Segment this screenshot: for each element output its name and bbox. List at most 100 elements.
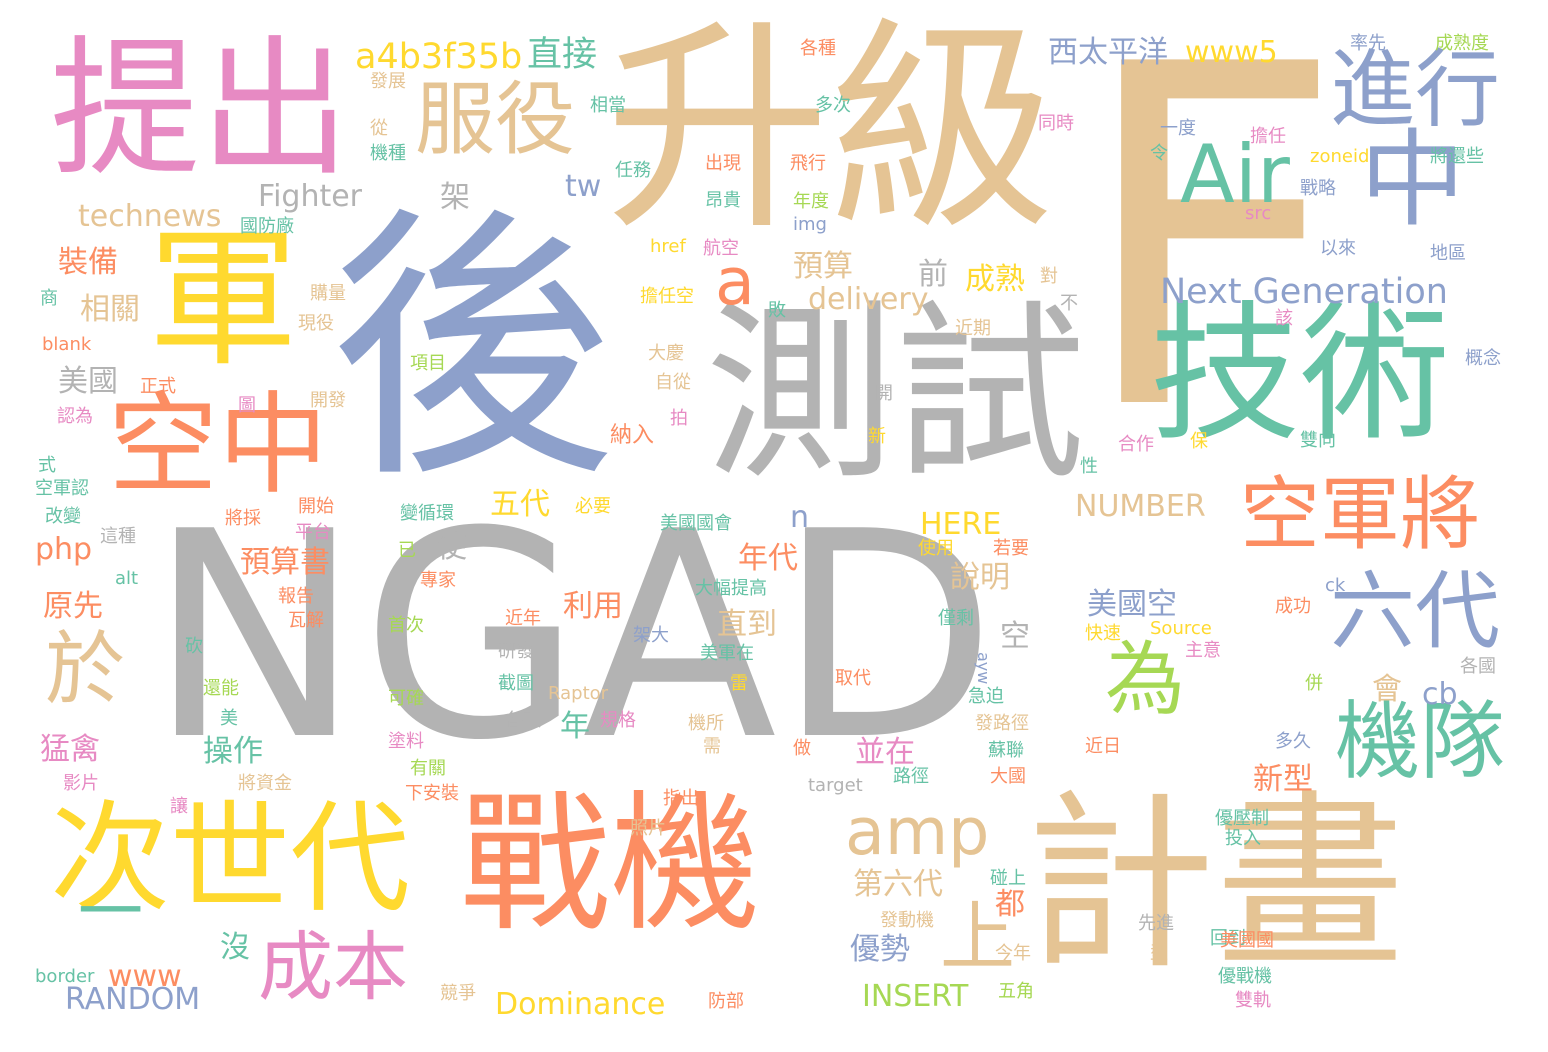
cloud-word: 平台 <box>295 522 331 543</box>
cloud-word: 戰機 <box>460 778 761 952</box>
cloud-word: a4b3f35b <box>355 37 523 77</box>
cloud-word: 可確 <box>388 688 424 709</box>
cloud-word: 相關 <box>80 292 140 327</box>
cloud-word: 直到 <box>717 607 777 642</box>
cloud-word: amp <box>845 795 990 870</box>
cloud-word: 做 <box>793 738 811 759</box>
cloud-word: 利用 <box>563 589 623 624</box>
cloud-word: 多次 <box>815 95 851 116</box>
cloud-word: www5 <box>1185 35 1278 70</box>
cloud-word: 式 <box>38 455 56 476</box>
cloud-word: 僅剩 <box>938 608 974 629</box>
cloud-word: 令 <box>1150 143 1168 164</box>
cloud-word: 合作 <box>1118 434 1154 455</box>
cloud-word: 圖 <box>238 395 256 416</box>
cloud-word: Next Generation <box>1160 272 1448 312</box>
cloud-word: 雙軌 <box>1235 990 1271 1011</box>
cloud-word: 成熟 <box>965 262 1025 297</box>
cloud-word: 對 <box>1040 266 1058 287</box>
cloud-word: 一 <box>78 875 144 950</box>
cloud-word: ck <box>1325 575 1346 596</box>
cloud-word: 猛禽 <box>40 732 100 767</box>
cloud-word: src <box>1245 203 1272 224</box>
cloud-word: 年度 <box>793 191 829 212</box>
cloud-word: 空 <box>1000 619 1030 654</box>
cloud-word: 機隊 <box>1335 693 1506 792</box>
cloud-word: 大慶 <box>648 343 684 364</box>
cloud-word: 前 <box>918 257 948 292</box>
cloud-word: NUMBER <box>1075 489 1206 524</box>
cloud-word: 年 <box>560 709 590 744</box>
cloud-word: 成功 <box>1275 596 1311 617</box>
cloud-word: a <box>715 245 755 320</box>
cloud-word: 變循環 <box>400 503 454 524</box>
cloud-word: 原先 <box>43 589 103 624</box>
cloud-word: 上 <box>940 893 1016 981</box>
cloud-word: 西太平洋 <box>1048 35 1168 70</box>
cloud-word: 現役 <box>298 313 334 334</box>
cloud-word: 規格 <box>600 710 636 731</box>
cloud-word: 將還些 <box>1430 146 1484 167</box>
cloud-word: 改變 <box>45 506 81 527</box>
cloud-word: 預算書 <box>240 545 330 580</box>
cloud-word: 發路徑 <box>975 713 1029 734</box>
cloud-word: 戰略 <box>1300 178 1336 199</box>
cloud-word: 架大 <box>633 625 669 646</box>
cloud-word: 購量 <box>310 283 346 304</box>
cloud-word: 技術 <box>1150 288 1451 462</box>
cloud-word: 出現 <box>705 153 741 174</box>
cloud-word: 報告 <box>278 586 314 607</box>
cloud-word: 塗料 <box>388 731 424 752</box>
cloud-word: Source <box>1150 618 1212 639</box>
cloud-word: 提出 <box>50 23 351 197</box>
cloud-word: alt <box>115 568 139 589</box>
cloud-word: 測試 <box>705 284 1086 505</box>
cloud-word: 蘇聯 <box>988 740 1024 761</box>
cloud-word: 需 <box>703 736 721 757</box>
cloud-word: n <box>790 500 810 535</box>
cloud-word: 砍 <box>185 636 203 657</box>
cloud-word: 下安裝 <box>405 783 459 804</box>
cloud-word: zoneid <box>1310 146 1370 167</box>
cloud-word: 開發 <box>310 390 346 411</box>
cloud-word: 美國空 <box>1087 587 1177 622</box>
cloud-word: 該 <box>1275 308 1293 329</box>
cloud-word: NGAD <box>148 471 997 803</box>
cloud-word: 將採 <box>225 508 261 529</box>
cloud-word: 讓 <box>170 796 188 817</box>
cloud-word: 將資金 <box>238 773 292 794</box>
cloud-word: 研發 <box>498 641 534 662</box>
cloud-word: 碰上 <box>990 868 1026 889</box>
cloud-word: 空軍認 <box>35 478 89 499</box>
cloud-word: 直接 <box>527 35 598 75</box>
cloud-word: 發動機 <box>880 910 934 931</box>
cloud-word: technews <box>78 199 222 234</box>
cloud-word: 必要 <box>575 496 611 517</box>
cloud-word: 正式 <box>140 376 176 397</box>
cloud-word: 次世代 <box>50 790 410 929</box>
cloud-word: 升級 <box>605 0 1055 261</box>
cloud-word: 新型 <box>1253 762 1313 797</box>
cloud-word: 美國國會 <box>660 513 732 534</box>
cloud-word: www <box>108 959 182 994</box>
cloud-word: 會 <box>1372 672 1402 707</box>
cloud-word: 成本 <box>258 923 409 1011</box>
cloud-word: 擔任 <box>1250 126 1286 147</box>
cloud-word: 同時 <box>1038 113 1074 134</box>
cloud-word: 各國 <box>1460 656 1496 677</box>
cloud-word: 說明 <box>950 560 1010 595</box>
cloud-word: 優戰機 <box>1218 966 1272 987</box>
cloud-word: 使用 <box>918 538 954 559</box>
cloud-word: php <box>35 532 93 567</box>
cloud-word: Dominance <box>495 987 666 1022</box>
cloud-word: 新 <box>868 426 886 447</box>
cloud-word: 於 <box>45 623 125 716</box>
cloud-word: Raptor <box>548 683 609 704</box>
cloud-word: 影片 <box>63 773 99 794</box>
cloud-word: 不 <box>1060 293 1078 314</box>
cloud-word: 開始 <box>298 496 334 517</box>
cloud-word: 地區 <box>1430 243 1466 264</box>
cloud-word: 各種 <box>800 38 836 59</box>
cloud-word: 任務 <box>615 160 651 181</box>
